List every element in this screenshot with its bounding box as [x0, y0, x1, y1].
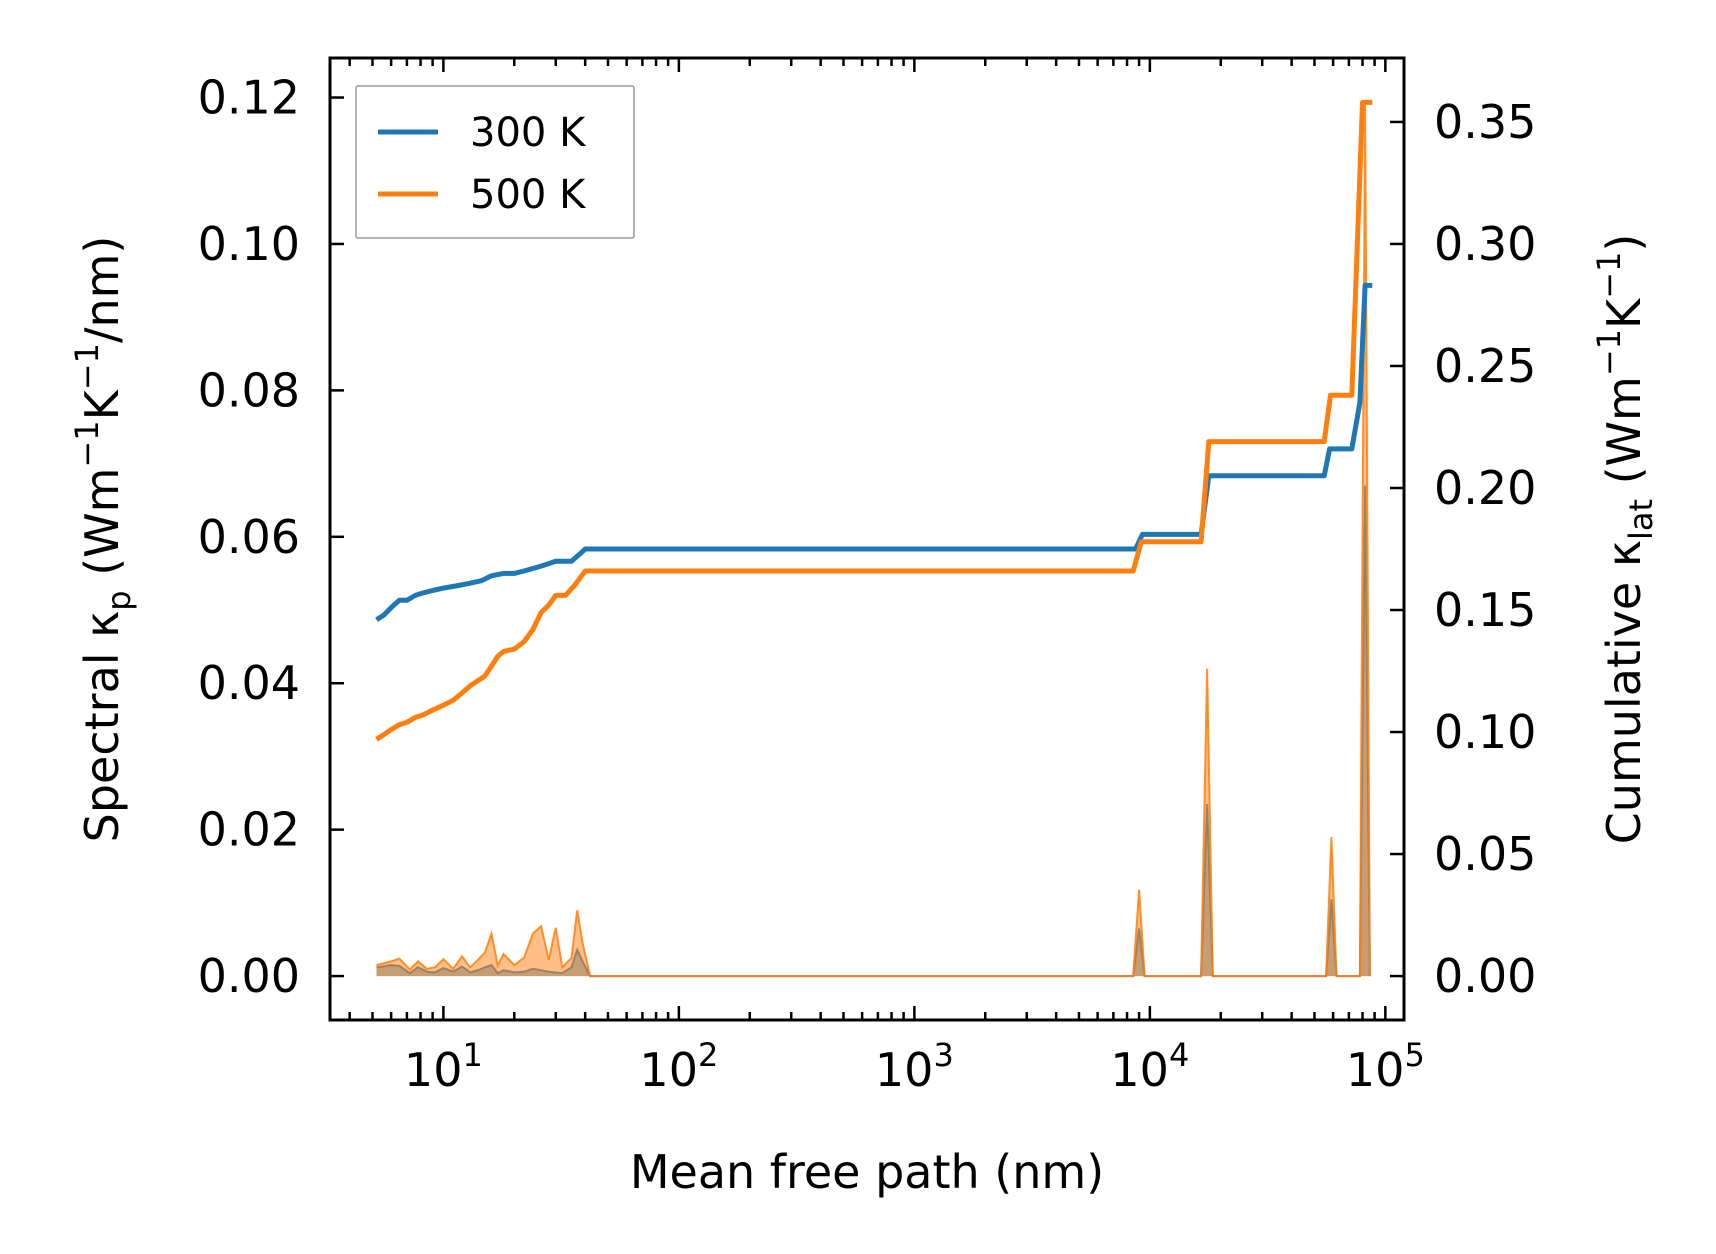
y-left-tick-label: 0.08 — [198, 363, 300, 417]
plot-frame — [328, 56, 1406, 1022]
y-left-tick-label: 0.04 — [198, 656, 300, 710]
y-right-tick-label: 0.00 — [1434, 949, 1536, 1003]
y-left-tick-label: 0.10 — [198, 217, 300, 271]
x-tick-label: 105 — [1346, 1036, 1425, 1097]
y-left-tick-label: 0.02 — [198, 803, 300, 857]
legend-box — [355, 85, 635, 239]
axis-labels: 101 102 103 104 1050.000.020.040.060.080.100… — [68, 71, 1660, 1199]
y-right-tick-label: 0.30 — [1434, 217, 1536, 271]
y-right-tick-label: 0.10 — [1434, 705, 1536, 759]
cumulative-line-1 — [375, 99, 1373, 742]
x-tick-label: 101 — [404, 1036, 483, 1097]
y-right-tick-label: 0.35 — [1434, 95, 1536, 149]
y-left-tick-label: 0.06 — [198, 510, 300, 564]
cumulative-line-0 — [375, 282, 1373, 622]
legend-label: 300 K — [470, 110, 587, 156]
y-right-tick-label: 0.20 — [1434, 461, 1536, 515]
y-left-axis-label: Spectral κp (Wm−1K−1/nm) — [68, 236, 138, 843]
spectral-line-0 — [376, 485, 1371, 978]
x-tick-label: 104 — [1110, 1036, 1189, 1097]
spectral-area-0 — [376, 485, 1370, 977]
legend-label: 500 K — [470, 172, 587, 218]
legend: 300 K 500 K — [355, 85, 635, 239]
spectral-line-1 — [376, 104, 1371, 978]
y-right-tick-label: 0.25 — [1434, 339, 1536, 393]
x-tick-label: 102 — [639, 1036, 718, 1097]
x-axis-label: Mean free path (nm) — [630, 1145, 1104, 1199]
y-left-tick-label: 0.00 — [198, 949, 300, 1003]
y-right-tick-label: 0.05 — [1434, 827, 1536, 881]
plot-area — [375, 99, 1373, 978]
y-right-axis-label: Cumulative κlat (Wm−1K−1) — [1590, 234, 1660, 845]
axis-ticks — [330, 58, 1404, 1020]
y-left-tick-label: 0.12 — [198, 71, 300, 125]
y-right-tick-label: 0.15 — [1434, 583, 1536, 637]
x-tick-label: 103 — [875, 1036, 954, 1097]
